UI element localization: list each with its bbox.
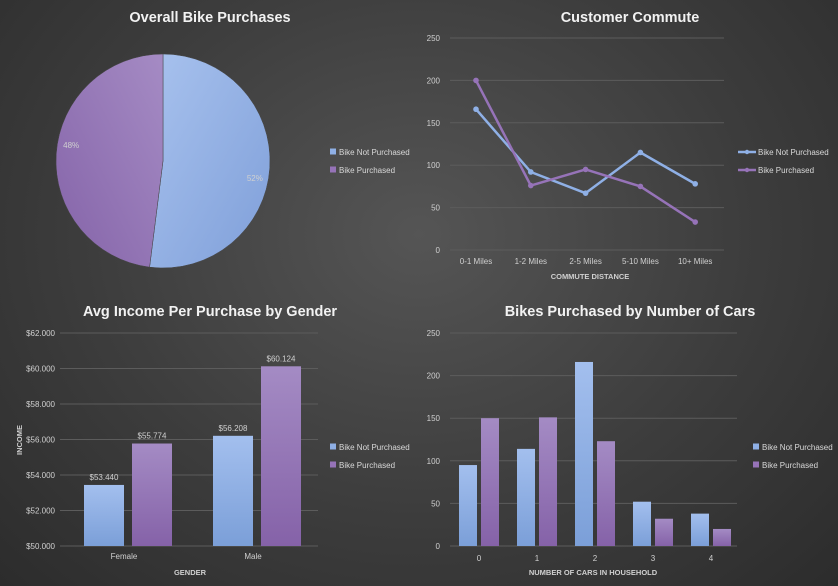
x-tick-label: 4 (709, 554, 714, 563)
series-line (474, 79, 696, 224)
y-tick-label: 50 (431, 204, 440, 213)
bar-data-label: $53.440 (90, 473, 119, 482)
legend-point-marker (744, 167, 750, 173)
legend-label: Bike Not Purchased (762, 443, 833, 452)
legend-swatch (753, 461, 759, 468)
bar (713, 528, 731, 546)
data-point (582, 166, 589, 173)
bar-data-label: $55.774 (138, 432, 167, 441)
y-tick-label: 0 (436, 542, 441, 551)
legend-label: Bike Not Purchased (758, 148, 829, 157)
y-tick-label: 250 (427, 329, 441, 338)
bar (132, 443, 172, 546)
data-point (473, 106, 479, 113)
y-tick-label: $54.000 (26, 471, 55, 480)
bar (597, 441, 615, 546)
x-tick-label: Male (244, 552, 262, 561)
x-tick-label: 0 (477, 554, 482, 563)
bar (84, 484, 124, 546)
y-tick-label: 0 (436, 246, 441, 255)
x-tick-label: Female (111, 552, 138, 561)
x-tick-label: 2 (593, 554, 598, 563)
data-point (528, 182, 534, 189)
legend-swatch (753, 443, 759, 450)
legend-swatch (330, 443, 336, 450)
data-point (637, 149, 644, 156)
x-tick-label: 1 (535, 554, 540, 563)
bar (517, 448, 535, 546)
y-tick-label: 150 (427, 414, 441, 423)
x-tick-label: 10+ Miles (678, 257, 712, 266)
income-chart-title: Avg Income Per Purchase by Gender (83, 304, 337, 320)
bar (691, 513, 709, 546)
legend-swatch (330, 461, 336, 468)
legend-point-marker (744, 149, 750, 155)
series-line (475, 108, 696, 195)
data-point (692, 181, 698, 187)
bar-data-label: $56.208 (219, 424, 248, 433)
pie-slice (55, 53, 164, 268)
legend-swatch (330, 148, 336, 155)
bar (633, 501, 651, 546)
y-tick-label: 150 (427, 119, 441, 128)
legend-label: Bike Purchased (339, 166, 395, 175)
data-point (637, 183, 644, 190)
bar (655, 518, 673, 546)
bar (539, 417, 557, 546)
bar (481, 418, 499, 546)
x-tick-label: 2-5 Miles (569, 257, 601, 266)
y-tick-label: $58.000 (26, 400, 55, 409)
legend-label: Bike Purchased (762, 461, 818, 470)
bar (575, 361, 593, 546)
y-tick-label: 100 (427, 161, 441, 170)
y-tick-label: $50.000 (26, 542, 55, 551)
y-tick-label: $62.000 (26, 329, 55, 338)
income-chart-xlabel: GENDER (174, 568, 207, 577)
pie-data-label: 52% (247, 174, 263, 183)
x-tick-label: 5-10 Miles (622, 257, 659, 266)
x-tick-label: 3 (651, 554, 656, 563)
bar (213, 435, 253, 546)
y-tick-label: $56.000 (26, 436, 55, 445)
income-chart-ylabel: INCOME (15, 425, 24, 455)
y-tick-label: 250 (427, 34, 441, 43)
legend-label: Bike Not Purchased (339, 443, 410, 452)
y-tick-label: 50 (431, 499, 440, 508)
y-tick-label: $60.000 (26, 365, 55, 374)
line-chart-title: Customer Commute (561, 10, 700, 26)
y-tick-label: 100 (427, 457, 441, 466)
y-tick-label: 200 (427, 76, 441, 85)
legend-label: Bike Purchased (758, 166, 814, 175)
cars-chart-xlabel: NUMBER OF CARS IN HOUSEHOLD (529, 568, 658, 577)
legend-label: Bike Purchased (339, 461, 395, 470)
cars-chart-title: Bikes Purchased by Number of Cars (505, 304, 756, 320)
data-point (692, 219, 698, 225)
y-tick-label: 200 (427, 372, 441, 381)
x-tick-label: 1-2 Miles (515, 257, 547, 266)
bar (261, 366, 301, 546)
data-point (528, 169, 534, 175)
pie-slice (149, 53, 271, 269)
bar-data-label: $60.124 (267, 354, 296, 363)
pie-data-label: 48% (63, 141, 79, 150)
bar (459, 465, 477, 546)
data-point (473, 77, 479, 84)
y-tick-label: $52.000 (26, 507, 55, 516)
pie-chart-title: Overall Bike Purchases (129, 10, 290, 26)
data-point (582, 190, 589, 196)
x-tick-label: 0-1 Miles (460, 257, 492, 266)
line-chart-xlabel: COMMUTE DISTANCE (551, 272, 630, 281)
legend-swatch (330, 166, 336, 173)
legend-label: Bike Not Purchased (339, 148, 410, 157)
